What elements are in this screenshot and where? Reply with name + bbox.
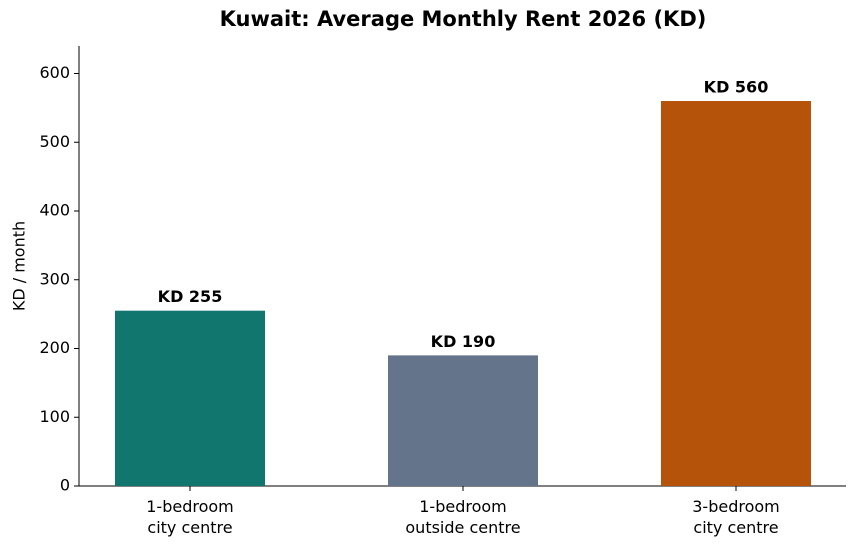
x-tick-label: 1-bedroom city centre bbox=[146, 497, 234, 537]
y-tick-label: 100 bbox=[39, 407, 70, 426]
x-tick-label: 1-bedroom outside centre bbox=[405, 497, 520, 537]
bar bbox=[388, 355, 538, 486]
bar bbox=[115, 310, 265, 486]
y-tick-label: 200 bbox=[39, 338, 70, 357]
value-label: KD 255 bbox=[158, 287, 223, 306]
y-tick-label: 400 bbox=[39, 201, 70, 220]
bar bbox=[661, 101, 811, 486]
y-tick-label: 0 bbox=[60, 476, 70, 495]
y-tick-label: 300 bbox=[39, 269, 70, 288]
value-label: KD 190 bbox=[431, 332, 496, 351]
chart-title: Kuwait: Average Monthly Rent 2026 (KD) bbox=[220, 7, 707, 31]
value-label: KD 560 bbox=[704, 78, 769, 97]
y-tick-label: 600 bbox=[39, 63, 70, 82]
x-tick-label: 3-bedroom city centre bbox=[692, 497, 780, 537]
y-tick-label: 500 bbox=[39, 132, 70, 151]
y-axis-label: KD / month bbox=[10, 221, 29, 311]
